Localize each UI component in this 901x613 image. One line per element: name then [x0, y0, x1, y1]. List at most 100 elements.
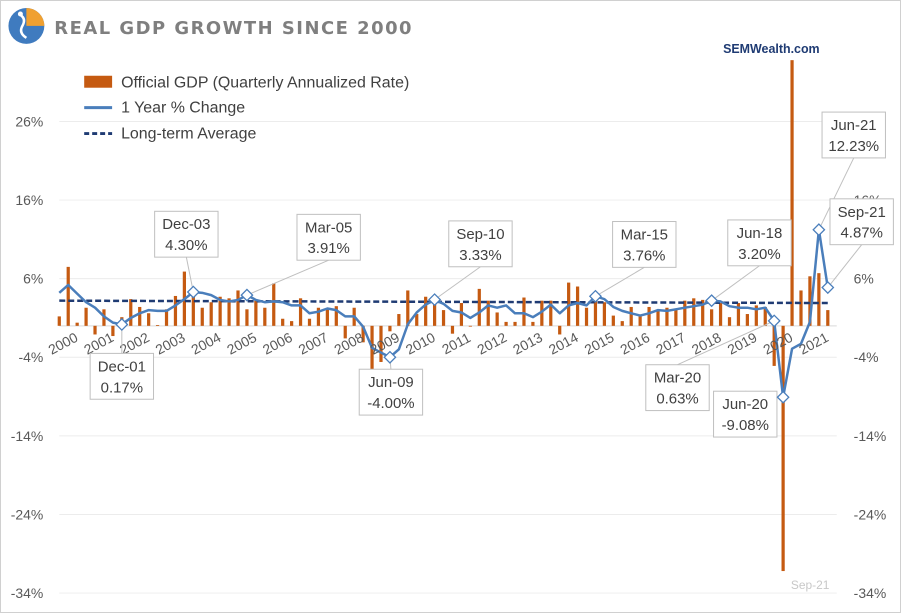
gdp-bar	[790, 60, 794, 326]
gdp-bar	[513, 321, 517, 326]
legend-label-line: 1 Year % Change	[121, 100, 245, 117]
gdp-bar	[218, 296, 222, 326]
callout-box	[296, 213, 361, 261]
callout-label: Jun-09	[368, 374, 414, 391]
gdp-bar	[486, 300, 490, 326]
gdp-bar	[361, 325, 365, 343]
callout-box	[821, 111, 886, 159]
gdp-bar	[93, 325, 97, 335]
x-tick-label: 2015	[582, 329, 617, 358]
gdp-bar	[710, 309, 714, 326]
gdp-bar	[325, 308, 329, 326]
gdp-bar	[745, 314, 749, 326]
legend: Official GDP (Quarterly Annualized Rate)…	[84, 75, 409, 143]
gdp-bar	[432, 302, 437, 326]
gdp-bar	[540, 300, 544, 326]
gdp-bar	[531, 321, 535, 326]
legend-label-bar: Official GDP (Quarterly Annualized Rate)	[121, 75, 409, 92]
callout-marker	[240, 288, 254, 302]
callout-marker	[776, 390, 790, 404]
gdp-bar	[57, 316, 61, 326]
callout-label: Sep-21	[838, 204, 886, 221]
sem-logo-icon	[8, 7, 45, 44]
callout-box	[829, 198, 894, 246]
gdp-bar	[191, 288, 195, 326]
gdp-bar	[584, 307, 589, 326]
y-tick-label-right: -34%	[854, 585, 887, 601]
legend-label-dashed: Long-term Average	[121, 126, 256, 143]
gdp-bar	[558, 325, 562, 335]
x-tick-label: 2007	[296, 329, 331, 358]
callout-marker	[115, 317, 129, 332]
gdp-bar	[263, 307, 267, 326]
gdp-bar	[272, 283, 276, 326]
x-tick-label: 2004	[188, 329, 223, 358]
gdp-bar	[575, 286, 580, 326]
callout-value: 12.23%	[828, 138, 879, 155]
callout: Mar-15 3.76%	[588, 221, 677, 303]
x-axis: 2000 2001 2002 2003 2004 2005 2006 2007 2008 2009…	[45, 329, 831, 358]
x-tick-label: 2017	[653, 329, 688, 358]
callout-value: 3.20%	[738, 246, 780, 263]
x-tick-label: 2012	[474, 329, 509, 358]
callout-value: -4.00%	[367, 395, 414, 412]
gdp-bar	[397, 314, 401, 326]
gdp-bar	[808, 276, 812, 326]
gdp-bar	[379, 325, 383, 362]
gdp-bar	[593, 300, 598, 326]
callout-box	[154, 210, 219, 258]
callout: Dec-01 0.17%	[89, 317, 155, 400]
callout: Sep-21 4.87%	[821, 198, 894, 295]
x-tick-label: 2008	[331, 329, 366, 358]
gdp-bar	[164, 309, 169, 326]
gdp-bar	[772, 325, 776, 366]
gdp-bar	[75, 322, 79, 326]
callout-leader	[185, 257, 194, 293]
footnote: Sep-21	[791, 578, 830, 592]
x-tick-label: 2010	[403, 329, 438, 358]
chart-title: REAL GDP GROWTH SINCE 2000	[54, 18, 413, 39]
x-tick-label: 2018	[689, 329, 724, 358]
gdp-bar	[111, 325, 115, 337]
gdp-bar	[656, 310, 660, 326]
callout-value: 3.76%	[623, 247, 665, 264]
gdp-bar	[781, 325, 785, 572]
y-tick-label-right: -14%	[854, 428, 887, 444]
callout-marker	[186, 285, 200, 299]
avg-dashed-line	[59, 299, 828, 305]
callout-leader	[677, 320, 775, 366]
gdp-bar	[736, 303, 741, 326]
y-tick-label-left: 6%	[23, 271, 43, 287]
callout-box	[645, 364, 710, 412]
gdp-bar	[602, 302, 607, 326]
callout-box	[89, 352, 155, 400]
y-tick-label-right: -24%	[854, 506, 887, 522]
gdp-bar	[817, 273, 821, 326]
callout-value: 4.30%	[165, 237, 207, 254]
x-tick-label: 2000	[45, 329, 80, 358]
callout-leader	[434, 266, 481, 301]
callout-marker	[705, 294, 719, 308]
y-tick-label-left: -14%	[11, 428, 44, 444]
x-tick-label: 2021	[796, 329, 831, 358]
y-tick-label-left: -34%	[11, 585, 44, 601]
callout-leader	[595, 266, 645, 297]
gdp-bar	[441, 310, 446, 326]
gdp-bar	[245, 309, 249, 326]
callout-leader	[711, 265, 760, 302]
callout-label: Mar-05	[305, 219, 352, 236]
callout: Jun-20 -9.08%	[713, 390, 790, 438]
callout-value: 4.87%	[841, 225, 883, 242]
gdp-bar	[200, 307, 204, 326]
callout-box	[727, 219, 792, 267]
callout-value: 0.17%	[101, 379, 143, 396]
gdp-bar	[147, 313, 151, 326]
y-tick-label-left: -4%	[19, 349, 44, 365]
gdp-bar	[316, 307, 321, 326]
callout-marker	[588, 289, 603, 303]
callout: Jun-21 12.23%	[812, 111, 886, 237]
callout-label: Jun-18	[737, 225, 783, 242]
gdp-bar	[281, 318, 285, 326]
gdp-bar	[450, 325, 455, 334]
